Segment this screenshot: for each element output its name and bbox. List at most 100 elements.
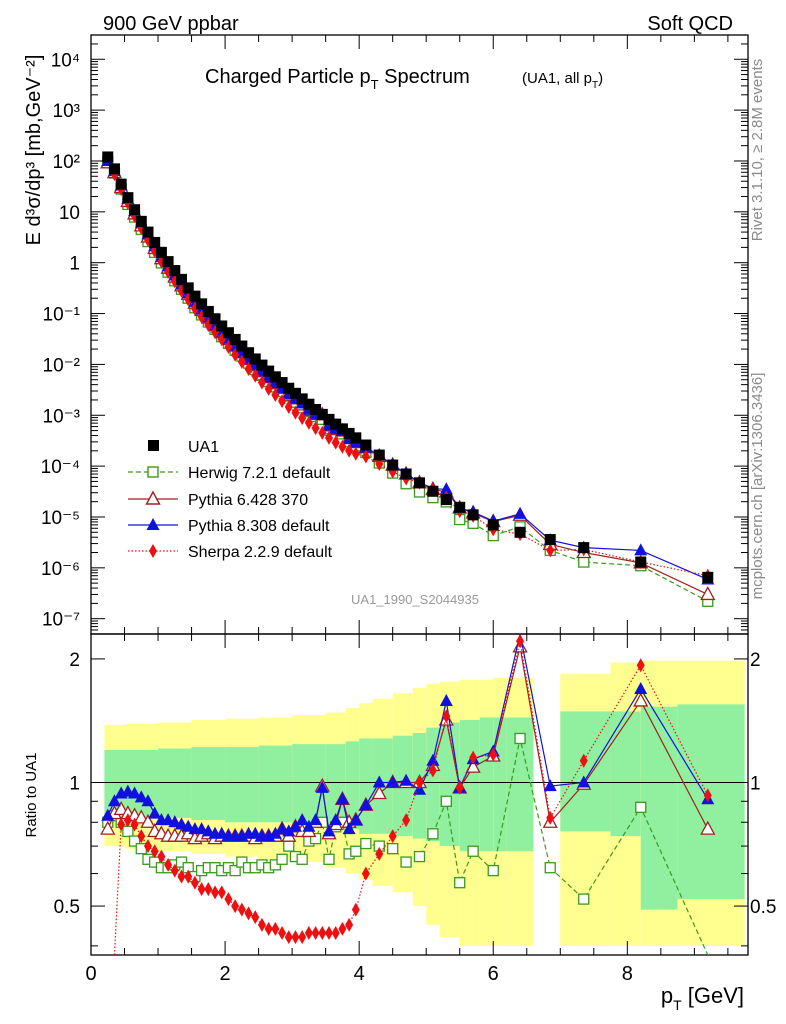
ratio-point-pythia <box>141 794 155 807</box>
ratio-point-pythia <box>282 824 296 837</box>
top-point-ua1 <box>102 151 114 163</box>
ratio-point-herwig <box>544 862 556 874</box>
top-point-ua1 <box>155 246 167 258</box>
ratio-point-sherpa <box>130 817 139 832</box>
top-point-ua1 <box>454 501 466 513</box>
ratio-tick-label-right: 0.5 <box>750 897 776 918</box>
legend-marker-ua1 <box>148 440 159 451</box>
band-inner <box>439 722 460 847</box>
ratio-point-sherpa <box>117 817 126 832</box>
ratio-point-pythia <box>315 780 329 793</box>
top-point-ua1 <box>316 408 328 420</box>
top-point-ua1 <box>108 163 120 175</box>
band-inner <box>258 745 293 823</box>
ratio-point-sherpa <box>388 829 397 844</box>
ratio-point-pythia <box>633 692 649 707</box>
ratio-point-herwig <box>467 845 479 857</box>
y-tick-label: 10⁻⁴ <box>41 457 80 478</box>
legend-label-pythia8: Pythia 8.308 default <box>188 518 330 535</box>
ratio-point-pythia <box>700 820 716 835</box>
ratio-point-sherpa <box>170 863 179 878</box>
ratio-point-pythia <box>426 753 440 766</box>
plot-title: Charged Particle pT Spectrum (UA1, all p… <box>205 66 603 92</box>
top-point-ua1 <box>373 449 385 461</box>
ratio-point-sherpa <box>197 882 206 897</box>
ratio-point-sherpa <box>298 930 307 945</box>
ratio-point-pythia <box>371 785 387 800</box>
legend-marker-pythia8 <box>146 518 160 530</box>
title-small: (UA1, all p <box>522 70 592 87</box>
y-tick-label: 10⁻³ <box>43 406 81 427</box>
top-point-ua1 <box>578 542 590 554</box>
legend-label-ua1: UA1 <box>188 439 219 456</box>
ratio-point-pythia <box>372 775 386 788</box>
legend: UA1 Herwig 7.2.1 default Pythia 6.428 37… <box>128 439 333 561</box>
ratio-point-pythia <box>107 794 121 807</box>
top-point-ua1 <box>635 556 647 568</box>
ratio-point-sherpa <box>244 906 253 921</box>
y-tick-label: 10⁻⁶ <box>41 559 80 580</box>
top-point-ua1 <box>289 387 301 399</box>
ratio-point-pythia <box>399 773 413 786</box>
ratio-point-pythia <box>268 826 282 839</box>
data-marks <box>100 151 716 956</box>
top-point-pythia <box>439 482 453 495</box>
top-point-sherpa <box>331 435 340 450</box>
ratio-point-pythia <box>113 801 129 816</box>
legend-entry-herwig: Herwig 7.2.1 default <box>128 465 331 482</box>
ratio-point-sherpa <box>469 750 478 765</box>
legend-label-sherpa: Sherpa 2.2.9 default <box>188 544 333 561</box>
x-tick-label: 8 <box>622 963 633 985</box>
ratio-point-herwig <box>427 828 439 840</box>
top-point-ua1 <box>149 236 161 248</box>
x-tick-label: 0 <box>85 963 96 985</box>
ratio-line-sherpa <box>113 640 709 956</box>
ratio-point-pythia <box>577 775 591 788</box>
ratio-point-sherpa <box>311 925 320 940</box>
x-tick-label: 4 <box>354 963 365 985</box>
top-point-ua1 <box>122 192 134 204</box>
title-main-sub: T <box>371 77 379 92</box>
ratio-point-herwig <box>122 825 134 838</box>
top-point-sherpa <box>237 354 246 369</box>
y-axis-label-ratio: Ratio to UA1 <box>23 752 40 837</box>
ratio-point-sherpa <box>271 921 280 936</box>
top-point-sherpa <box>257 375 266 390</box>
band-inner <box>225 747 259 823</box>
top-point-ua1 <box>467 509 479 521</box>
ratio-point-sherpa <box>224 892 233 907</box>
ratio-point-pythia <box>101 808 115 821</box>
ratio-frame <box>90 633 749 956</box>
ratio-point-sherpa <box>150 844 159 859</box>
legend-marker-sherpa <box>149 544 157 558</box>
y-tick-label: 10⁴ <box>51 50 80 71</box>
top-point-ua1 <box>276 377 288 389</box>
ratio-point-sherpa <box>304 925 313 940</box>
legend-entry-pythia8: Pythia 8.308 default <box>128 518 330 535</box>
ratio-point-sherpa <box>324 925 333 940</box>
top-point-ua1 <box>343 427 355 439</box>
top-point-ua1 <box>360 439 372 451</box>
ratio-point-sherpa <box>402 813 411 828</box>
top-line-herwig <box>107 161 709 602</box>
top-point-ua1 <box>236 340 248 352</box>
title-main-tail: Spectrum <box>379 66 470 88</box>
top-point-sherpa <box>546 543 555 558</box>
top-point-ua1 <box>263 365 275 377</box>
ratio-point-sherpa <box>257 917 266 932</box>
ratio-point-sherpa <box>516 634 525 649</box>
top-point-ua1 <box>440 494 452 506</box>
ratio-point-herwig <box>360 837 372 850</box>
legend-marker-herwig <box>147 466 159 478</box>
top-line-sherpa <box>113 173 708 577</box>
title-main: Charged Particle p <box>205 66 371 88</box>
top-point-ua1 <box>249 353 261 365</box>
ratio-point-sherpa <box>345 917 354 932</box>
ratio-point-herwig <box>296 853 308 865</box>
ratio-point-pythia <box>359 798 373 811</box>
top-point-ua1 <box>350 432 362 444</box>
analysis-label: UA1_1990_S2044935 <box>351 592 479 607</box>
ratio-point-sherpa <box>143 839 152 854</box>
ratio-point-sherpa <box>137 829 146 844</box>
ratio-point-pythia <box>128 786 142 799</box>
